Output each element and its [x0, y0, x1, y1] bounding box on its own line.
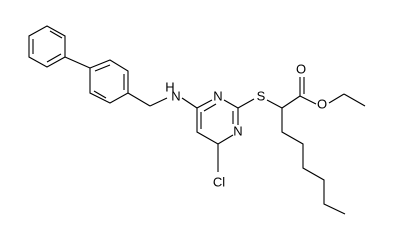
double-bond: [49, 30, 63, 39]
atom-labels: H N N N S O O Cl: [165, 61, 327, 189]
alkyl-chain: [281, 108, 346, 215]
structure: H N N N S O O Cl: [28, 25, 366, 215]
atom-label: O: [296, 61, 306, 76]
bond: [149, 97, 168, 107]
bond: [299, 95, 317, 105]
bond: [181, 97, 198, 109]
double-bond: [46, 53, 62, 63]
bond: [237, 98, 255, 109]
bond: [281, 95, 301, 109]
atom-label: Cl: [213, 174, 225, 189]
phenyl-ring: [28, 25, 66, 68]
atom-label: O: [317, 96, 327, 111]
phenyl-ring: [89, 59, 129, 104]
atom-label: N: [213, 88, 222, 103]
pyrimidine-ring: [196, 99, 234, 145]
bond: [223, 99, 239, 109]
atom-label: N: [233, 123, 242, 138]
atom-label: H: [165, 79, 174, 94]
bond: [266, 99, 283, 109]
double-bond: [93, 90, 107, 99]
double-bond: [203, 103, 217, 112]
bond: [343, 93, 366, 107]
atom-label: S: [257, 88, 266, 103]
double-bond: [94, 64, 111, 72]
page: H N N N S O O Cl (() => { const data = J…: [28, 25, 366, 215]
bonds: [28, 25, 366, 215]
bond: [328, 93, 345, 104]
atom-label: N: [171, 88, 180, 103]
bond: [64, 56, 91, 69]
bond: [127, 92, 151, 107]
